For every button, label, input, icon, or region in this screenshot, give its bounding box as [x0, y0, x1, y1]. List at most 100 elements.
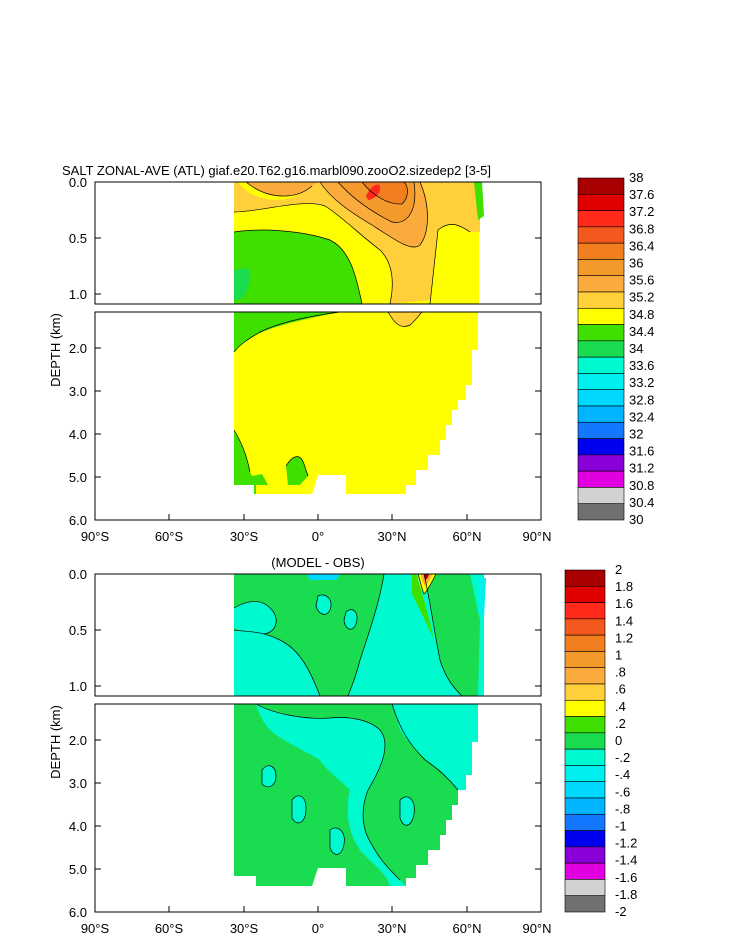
bottom-ytick-4: 3.0 — [69, 776, 87, 791]
top-xtick-5: 60°N — [452, 529, 481, 544]
colorbar-swatch — [577, 177, 625, 195]
colorbar-label: -2 — [615, 904, 627, 919]
field-intermediate-fresh-south — [234, 230, 362, 304]
colorbar-label: 32.4 — [629, 409, 654, 424]
colorbar-label: -.6 — [615, 784, 630, 799]
top-upper-frame — [94, 181, 542, 305]
colorbar-label: 32.8 — [629, 392, 654, 407]
colorbar-label: .4 — [615, 699, 626, 714]
field-neg-patch-1 — [234, 601, 277, 635]
colorbar-label: 37.6 — [629, 187, 654, 202]
colorbar-label: 36.4 — [629, 238, 654, 253]
colorbar-label: -.8 — [615, 801, 630, 816]
field-surface-neg — [306, 574, 340, 580]
top-xtick-1: 60°S — [155, 529, 184, 544]
bottom-x-ticks — [94, 906, 542, 912]
colorbar-swatch — [577, 210, 625, 228]
colorbar-label: 33.6 — [629, 358, 654, 373]
field-deep-neg-tongue — [256, 704, 406, 886]
top-panel: SALT ZONAL-AVE (ATL) giaf.e20.T62.g16.ma… — [48, 163, 654, 544]
bottom-contours — [233, 573, 463, 881]
colorbar-swatch — [564, 797, 606, 815]
colorbar-label: 1.6 — [615, 596, 633, 611]
colorbar-label: -.4 — [615, 767, 630, 782]
colorbar-swatch — [577, 470, 625, 488]
field-neg-patch-5 — [292, 795, 306, 823]
colorbar-label: 1 — [615, 648, 622, 663]
field-pos-tongue — [412, 574, 434, 640]
colorbar-swatch — [564, 651, 606, 669]
colorbar-swatch — [564, 634, 606, 652]
colorbar-swatch — [564, 781, 606, 799]
colorbar-swatch — [564, 862, 606, 880]
top-ytick-1: 0.5 — [69, 231, 87, 246]
colorbar-swatch — [577, 275, 625, 293]
colorbar-swatch — [564, 895, 606, 913]
bottom-ytick-1: 0.5 — [69, 623, 87, 638]
top-ytick-6: 5.0 — [69, 470, 87, 485]
colorbar-label: .2 — [615, 716, 626, 731]
colorbar-swatch — [564, 699, 606, 717]
colorbar-swatch — [564, 879, 606, 897]
field-polar-neg — [478, 578, 486, 618]
field-surface-max-orange — [421, 574, 432, 586]
colorbar-label: 34 — [629, 341, 643, 356]
bottom-ylabel: DEPTH (km) — [48, 705, 63, 779]
colorbar-label: -.2 — [615, 750, 630, 765]
top-contours — [233, 181, 471, 477]
top-ytick-7: 6.0 — [69, 513, 87, 528]
field-north-deep-neg — [392, 704, 478, 790]
top-y-ticks — [95, 181, 541, 478]
colorbar-label: 31.2 — [629, 461, 654, 476]
bottom-xtick-4: 30°N — [377, 921, 406, 936]
colorbar-swatch — [577, 324, 625, 342]
colorbar-swatch — [564, 569, 606, 587]
bottom-y-tick-labels: 0.0 0.5 1.0 2.0 3.0 4.0 5.0 6.0 — [69, 567, 87, 920]
top-xtick-6: 90°N — [522, 529, 551, 544]
bottom-ytick-0: 0.0 — [69, 567, 87, 582]
colorbar-label: -1.6 — [615, 870, 637, 885]
top-ytick-4: 3.0 — [69, 384, 87, 399]
bottom-xtick-2: 30°S — [230, 921, 259, 936]
colorbar-label: 1.4 — [615, 613, 633, 628]
colorbar-swatch — [564, 683, 606, 701]
colorbar-swatch — [564, 813, 606, 831]
colorbar-label: 35.2 — [629, 290, 654, 305]
top-ylabel: DEPTH (km) — [48, 313, 63, 387]
top-ytick-3: 2.0 — [69, 341, 87, 356]
colorbar-swatch — [564, 716, 606, 734]
bottom-upper-frame — [94, 573, 542, 697]
colorbar-swatch — [577, 307, 625, 325]
field-south-max — [246, 182, 318, 197]
top-x-tick-labels: 90°S 60°S 30°S 0° 30°N 60°N 90°N — [81, 529, 552, 544]
top-field-upper — [234, 182, 484, 304]
field-polar-fresh — [474, 182, 484, 220]
bottom-title: (MODEL - OBS) — [271, 555, 364, 570]
top-ytick-2: 1.0 — [69, 287, 87, 302]
bottom-x-tick-labels: 90°S 60°S 30°S 0° 30°N 60°N 90°N — [81, 921, 552, 936]
colorbar-swatch — [564, 765, 606, 783]
colorbar-swatch — [577, 503, 625, 521]
field-deep-water — [234, 312, 478, 494]
bottom-xtick-3: 0° — [312, 921, 324, 936]
colorbar-label: .8 — [615, 665, 626, 680]
colorbar-swatch — [577, 356, 625, 374]
bottom-colorbar: 21.81.61.41.21.8.6.4.20-.2-.4-.6-.8-1-1.… — [564, 562, 637, 919]
colorbar-label: 38 — [629, 170, 643, 185]
colorbar-swatch — [577, 259, 625, 277]
bottom-ytick-3: 2.0 — [69, 733, 87, 748]
colorbar-label: 34.8 — [629, 307, 654, 322]
colorbar-swatch — [564, 585, 606, 603]
colorbar-label: 30.8 — [629, 478, 654, 493]
bottom-xtick-0: 90°S — [81, 921, 110, 936]
colorbar-swatch — [564, 846, 606, 864]
field-neg-patch-3 — [344, 609, 358, 630]
colorbar-label: 34.4 — [629, 324, 654, 339]
colorbar-label: -1.8 — [615, 887, 637, 902]
colorbar-swatch — [577, 226, 625, 244]
top-y-tick-labels: 0.0 0.5 1.0 2.0 3.0 4.0 5.0 6.0 — [69, 175, 87, 528]
top-title: SALT ZONAL-AVE (ATL) giaf.e20.T62.g16.ma… — [62, 163, 491, 178]
bottom-ytick-7: 6.0 — [69, 905, 87, 920]
colorbar-label: 35.6 — [629, 273, 654, 288]
